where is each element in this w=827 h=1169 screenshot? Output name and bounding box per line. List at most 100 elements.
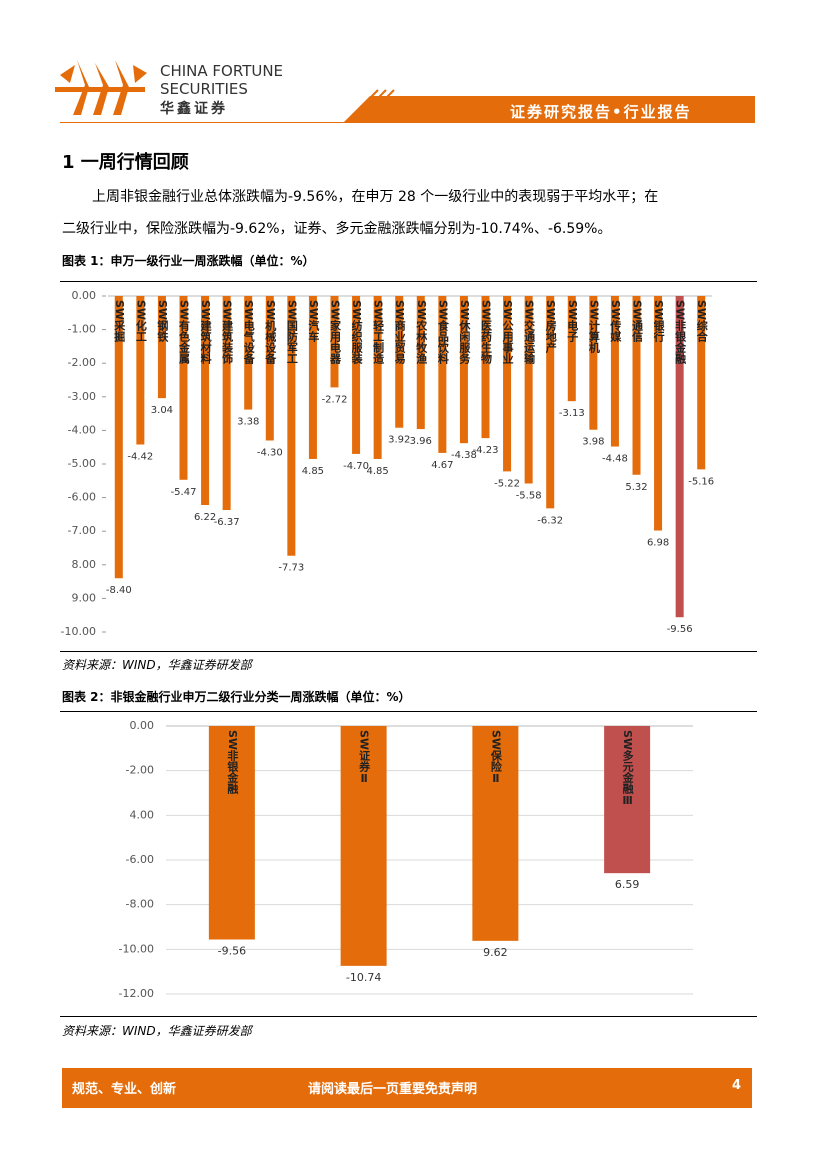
footer-motto: 规范、专业、创新 (72, 1082, 177, 1097)
company-cn: 华鑫证券 (160, 101, 228, 117)
category-label: SW家用电器 (329, 300, 343, 365)
bar (222, 296, 231, 511)
header-band (344, 89, 755, 123)
category-label: SW综合 (695, 300, 708, 343)
bar (610, 296, 619, 447)
value-label: -6.37 (214, 517, 240, 528)
bar (114, 296, 123, 579)
company-en: SECURITIES (160, 80, 248, 98)
value-label: -8.40 (106, 585, 132, 596)
category-label: SW传媒 (609, 300, 623, 343)
category-label: SW多元金融Ⅲ (621, 730, 635, 807)
bar (416, 296, 425, 430)
figure-title: 图表 2：非银金融行业申万二级行业分类一周涨跌幅（单位：%） (62, 690, 411, 704)
category-label: SW非银金融 (226, 730, 240, 795)
bar (201, 296, 210, 505)
value-label: 3.38 (237, 417, 259, 428)
value-label: -5.47 (171, 487, 197, 498)
y-tick-label: -6.00 (126, 853, 154, 866)
paragraph-line: 二级行业中，保险涨跌幅为-9.62%，证券、多元金融涨跌幅分别为-10.74%、… (62, 221, 612, 237)
category-label: SW房地产 (544, 300, 557, 354)
y-tick-label: -1.00 (68, 323, 96, 336)
value-label: -9.56 (667, 624, 693, 635)
category-label: SW计算机 (587, 300, 601, 354)
category-label: SW农林牧渔 (415, 300, 429, 365)
value-label: 4.85 (367, 466, 389, 477)
category-label: SW电气设备 (242, 300, 256, 365)
value-label: 3.96 (410, 436, 432, 447)
source: 资料来源：WIND，华鑫证券研发部 (62, 658, 252, 672)
chart: 0.00 -1.00 -2.00 -3.00 -4.00 -5.00 -6.00 -7.00 8… (61, 289, 715, 638)
y-tick-label: -8.00 (126, 898, 154, 911)
bar (287, 296, 296, 556)
bar (395, 296, 404, 428)
bar (675, 296, 684, 618)
category-label: SW汽车 (307, 300, 320, 343)
bar (589, 296, 598, 430)
value-label: -4.30 (257, 447, 283, 458)
category-label: SW医药生物 (480, 300, 493, 365)
category-label: SW机械设备 (264, 300, 278, 365)
bar (459, 296, 468, 444)
category-label: SW纺织服装 (350, 300, 364, 365)
category-label: SW电子 (566, 300, 579, 343)
category-label: SW化工 (134, 300, 147, 342)
bar (179, 296, 188, 480)
divider (60, 711, 757, 712)
bar (472, 726, 519, 941)
value-label: -6.32 (537, 515, 563, 526)
category-label: SW有色金属 (178, 300, 192, 365)
category-label: SW轻工制造 (372, 300, 385, 365)
category-label: SW建筑材料 (199, 300, 212, 365)
y-tick-label: 4.00 (130, 808, 155, 821)
value-label: 6.98 (647, 538, 669, 549)
value-label: 6.22 (194, 512, 216, 523)
divider (60, 1016, 757, 1017)
value-label: -4.38 (451, 450, 477, 461)
logo (55, 60, 147, 115)
source: 资料来源：WIND，华鑫证券研发部 (62, 1024, 252, 1038)
value-label: -3.13 (559, 408, 585, 419)
value-label: -4.48 (602, 454, 628, 465)
bar (208, 726, 255, 940)
category-label: SW休闲服务 (458, 300, 472, 365)
value-label: 4.85 (302, 466, 324, 477)
bar (308, 296, 317, 459)
y-tick-label: 8.00 (72, 558, 97, 571)
y-tick-label: -6.00 (68, 491, 96, 504)
bar (136, 296, 145, 445)
y-tick-label: 0.00 (130, 719, 155, 732)
divider (60, 122, 755, 123)
bar (697, 296, 706, 470)
value-label: -4.42 (127, 452, 153, 463)
bar (654, 296, 663, 531)
category-label: SW建筑装饰 (221, 300, 235, 365)
y-tick-label: -2.00 (68, 356, 96, 369)
y-tick-label: -5.00 (68, 457, 96, 470)
footer-notice: 请阅读最后一页重要免责声明 (308, 1082, 478, 1097)
category-label: SW采掘 (113, 300, 127, 343)
category-label: SW非银金融 (674, 300, 688, 365)
category-label: SW银行 (652, 300, 666, 343)
bar (373, 296, 382, 459)
footer-band (62, 1068, 752, 1108)
bar (632, 296, 641, 475)
bar (567, 296, 576, 402)
y-tick-label: -2.00 (126, 764, 154, 777)
category-label: SW交通运输 (523, 300, 536, 365)
divider (60, 281, 757, 282)
section-title: 1 一周行情回顾 (62, 152, 189, 173)
value-label: 4.67 (431, 460, 453, 471)
value-label: 3.92 (388, 435, 410, 446)
value-label: 3.98 (582, 437, 604, 448)
value-label: 9.62 (483, 946, 508, 959)
value-label: -4.23 (473, 445, 499, 456)
bar (244, 296, 253, 410)
bar (438, 296, 447, 453)
value-label: 3.04 (151, 405, 173, 416)
category-label: SW证券Ⅱ (358, 730, 372, 785)
value-label: 5.32 (625, 482, 647, 493)
y-tick-label: -7.00 (68, 524, 96, 537)
company-en: CHINA FORTUNE (160, 62, 284, 80)
